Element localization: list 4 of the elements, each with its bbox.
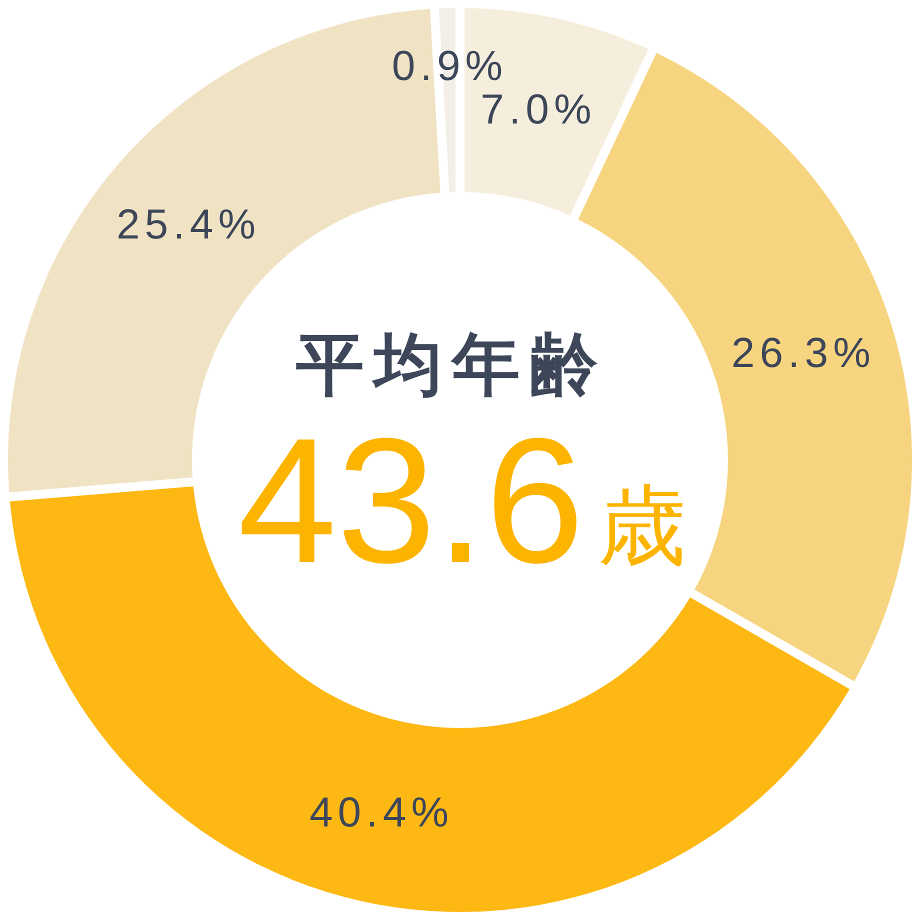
data-label: 25.4% xyxy=(116,200,261,248)
text: 平均年齢 xyxy=(295,327,608,403)
data-label: 40.4% xyxy=(309,788,454,836)
data-label: 26.3% xyxy=(731,329,876,376)
